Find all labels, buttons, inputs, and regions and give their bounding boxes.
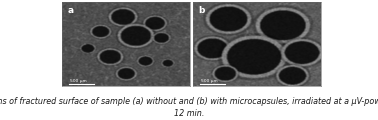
Text: 500 μm: 500 μm (201, 79, 217, 83)
Text: 500 μm: 500 μm (70, 79, 87, 83)
Text: 12 min.: 12 min. (174, 109, 204, 118)
Text: b: b (198, 6, 204, 15)
Text: SEM micrographs of fractured surface of sample (a) without and (b) with microcap: SEM micrographs of fractured surface of … (0, 97, 378, 106)
Text: a: a (68, 6, 74, 15)
